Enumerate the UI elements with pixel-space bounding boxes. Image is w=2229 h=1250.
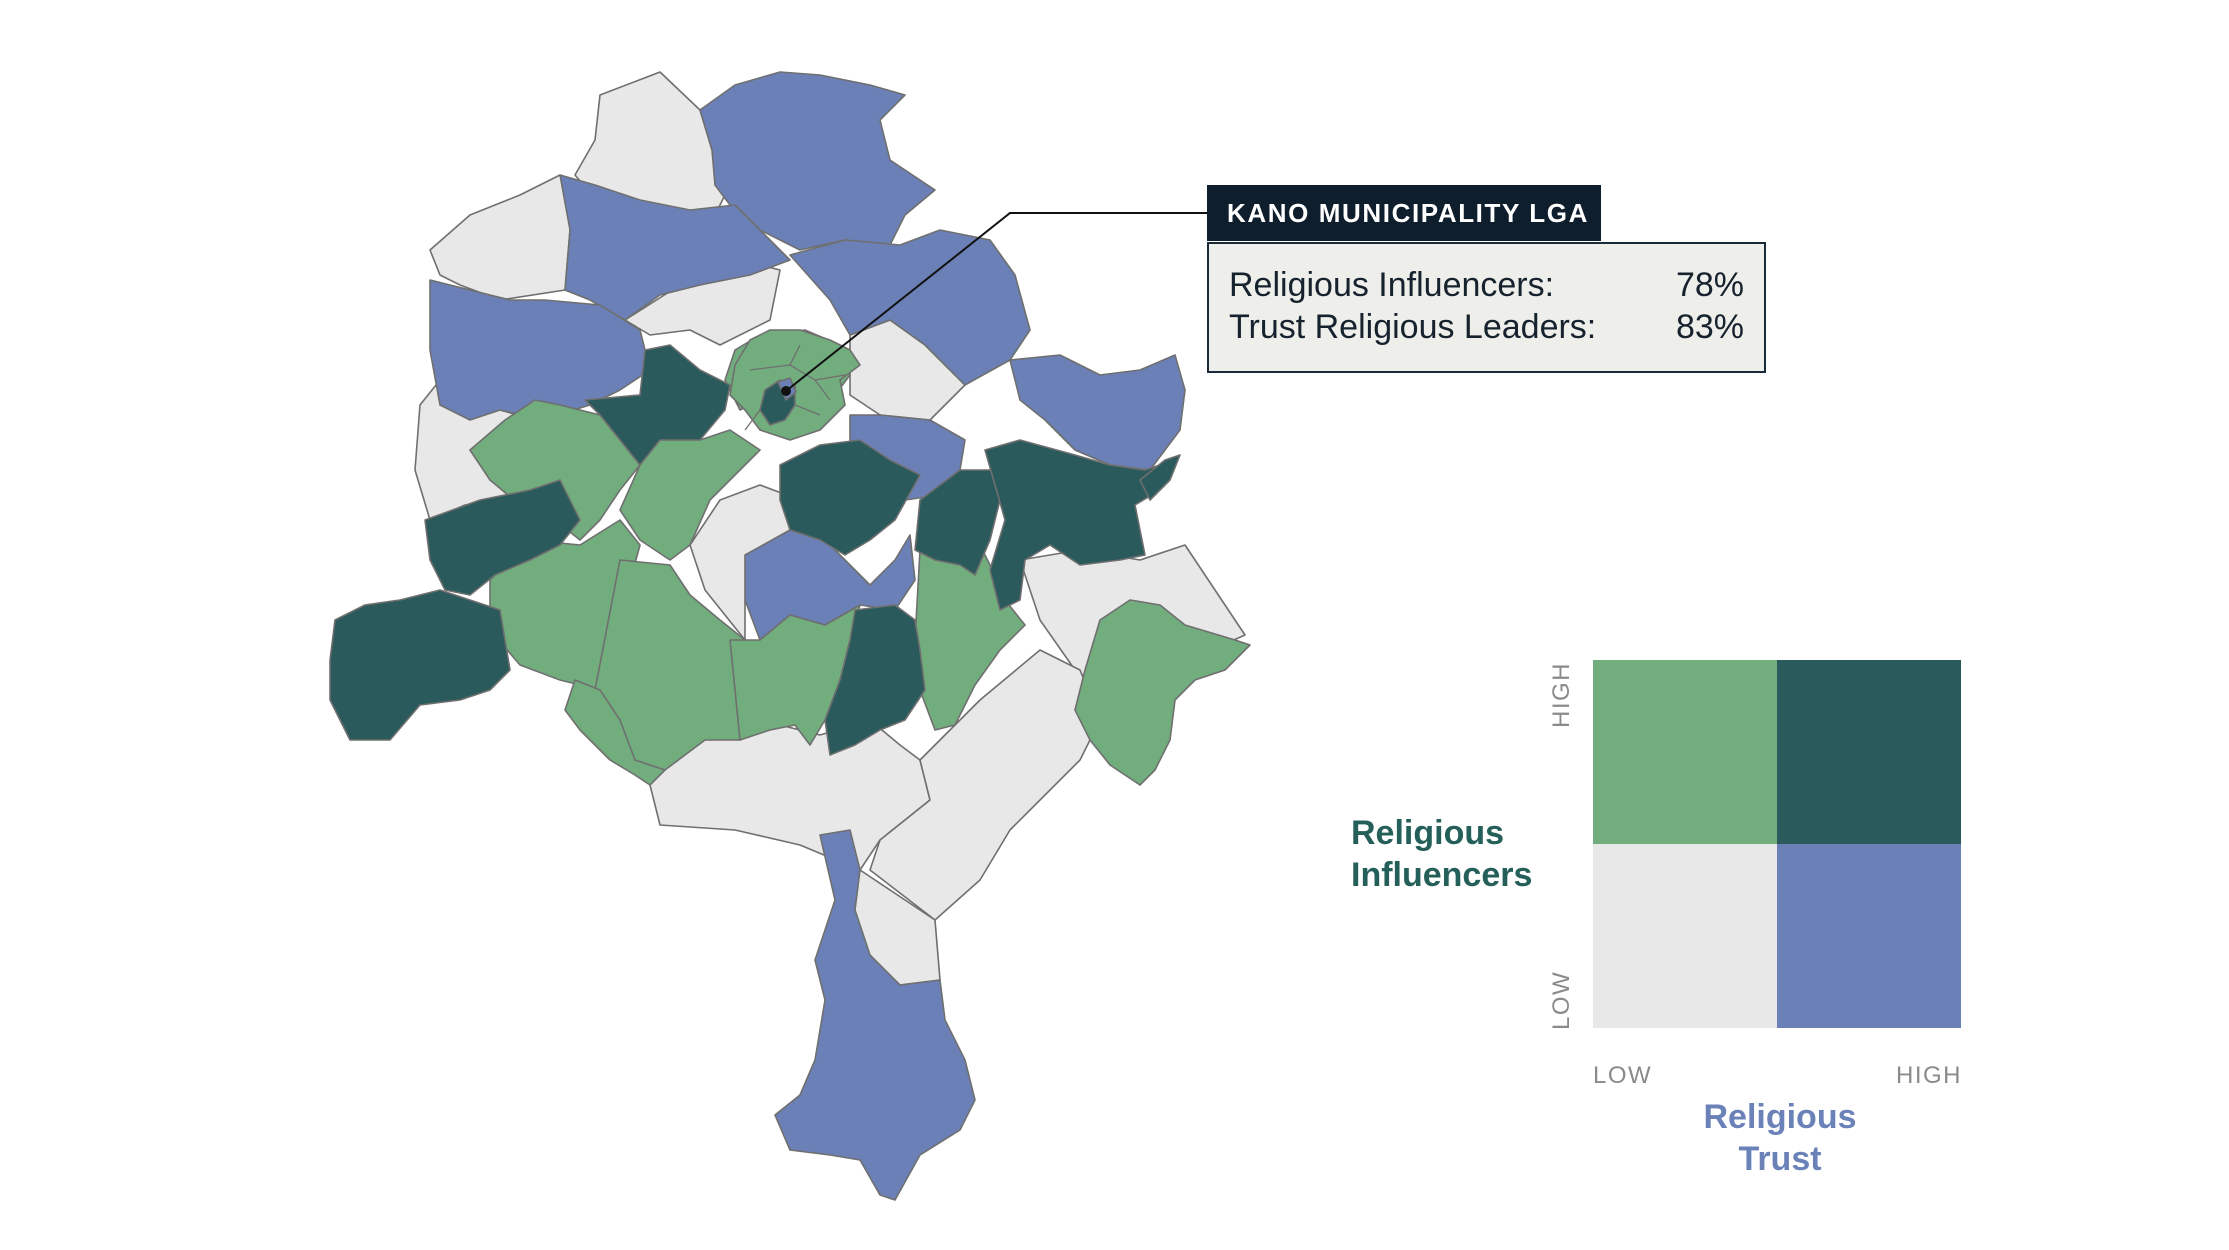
callout-value: 83% <box>1675 308 1744 346</box>
legend-y-title-line2: Influencers <box>1351 856 1533 894</box>
legend-y-title: Religious Influencers <box>1351 812 1571 896</box>
legend-x-title-line1: Religious <box>1703 1098 1857 1136</box>
lga-dark-east-ne[interactable] <box>1139 454 1181 501</box>
lga-south-west-lower-green[interactable] <box>564 679 666 786</box>
callout-row-trust: Trust Religious Leaders: 83% <box>1229 306 1744 348</box>
lga-west-blue[interactable] <box>429 279 651 421</box>
lga-dark-central[interactable] <box>779 439 921 556</box>
lga-dark-east[interactable] <box>984 439 1176 611</box>
legend-cell-low-influence-low-trust <box>1593 844 1777 1028</box>
legend-x-title-line2: Trust <box>1738 1140 1822 1178</box>
legend-cell-high-influence-high-trust <box>1777 660 1961 844</box>
lga-dark-west[interactable] <box>329 589 511 741</box>
lga-center-west-green[interactable] <box>619 419 761 561</box>
bivariate-legend <box>1593 660 1961 1028</box>
callout-row-influencers: Religious Influencers: 78% <box>1229 264 1744 306</box>
callout-anchor-dot <box>781 386 791 396</box>
metro-boundaries <box>744 344 846 431</box>
lga-south-blue[interactable] <box>774 829 976 1201</box>
lga-dark-central-east[interactable] <box>914 459 1011 576</box>
legend-x-high: HIGH <box>1896 1062 1962 1089</box>
lga-west-green[interactable] <box>469 399 641 541</box>
legend-y-title-line1: Religious <box>1351 814 1505 852</box>
lga-north-west-blue[interactable] <box>559 174 791 321</box>
lga-east-green[interactable] <box>1074 599 1251 786</box>
legend-x-low: LOW <box>1593 1062 1653 1089</box>
lga-dark-north-west[interactable] <box>584 344 731 466</box>
callout-label: Trust Religious Leaders: <box>1229 308 1597 346</box>
callout-leader-line <box>785 212 1209 392</box>
legend-cell-low-influence-high-trust <box>1777 844 1961 1028</box>
legend-cell-high-influence-low-trust <box>1593 660 1777 844</box>
callout-title: KANO MUNICIPALITY LGA <box>1207 185 1601 241</box>
lga-south-grey-east[interactable] <box>869 649 1101 921</box>
lga-north-blue[interactable] <box>699 71 936 251</box>
callout-body: Religious Influencers: 78% Trust Religio… <box>1207 242 1766 373</box>
callout-label: Religious Influencers: <box>1229 266 1555 304</box>
legend-x-title: Religious Trust <box>1640 1096 1920 1180</box>
lga-dark-central-south[interactable] <box>824 604 926 756</box>
lga-north-east-blue[interactable] <box>789 229 1031 386</box>
legend-y-low: LOW <box>1548 970 1575 1030</box>
lga-dark-west-upper[interactable] <box>424 479 581 596</box>
lga-east-blue[interactable] <box>1009 354 1186 471</box>
callout-value: 78% <box>1675 266 1744 304</box>
legend-y-high: HIGH <box>1548 662 1575 728</box>
